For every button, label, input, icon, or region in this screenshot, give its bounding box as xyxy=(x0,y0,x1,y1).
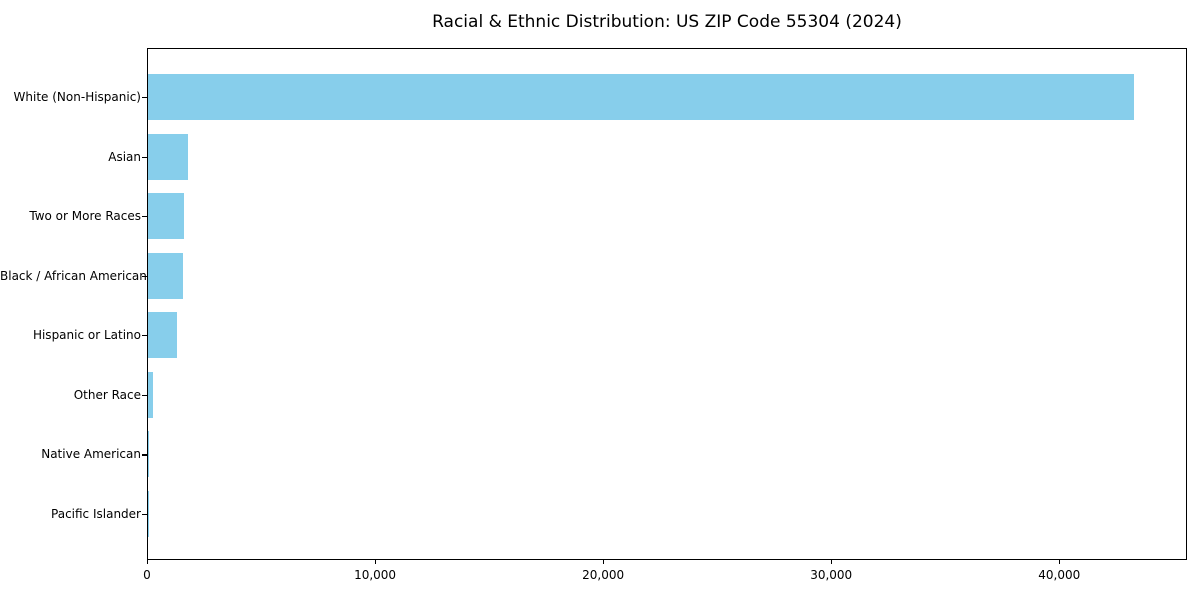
y-tick-mark xyxy=(142,275,147,277)
x-tick-mark xyxy=(147,560,149,564)
y-tick-mark xyxy=(142,454,147,456)
x-tick-mark xyxy=(831,560,833,564)
y-tick-mark xyxy=(142,156,147,158)
bar xyxy=(148,74,1134,120)
y-tick-mark xyxy=(142,335,147,337)
y-axis-label: Two or More Races xyxy=(29,209,141,224)
y-axis-label: Black / African American xyxy=(0,268,147,283)
y-axis-label: Hispanic or Latino xyxy=(32,328,141,343)
bar xyxy=(148,252,184,299)
x-tick-label: 30,000 xyxy=(810,568,853,582)
x-tick-label: 10,000 xyxy=(354,568,397,582)
y-axis-label: Other Race xyxy=(73,387,141,402)
bar xyxy=(148,371,153,418)
plot-area xyxy=(147,48,1187,560)
bar xyxy=(148,193,185,240)
x-tick-label: 20,000 xyxy=(582,568,625,582)
y-tick-mark xyxy=(142,97,147,99)
y-axis-label: Asian xyxy=(108,149,141,164)
y-axis-label: White (Non-Hispanic) xyxy=(13,90,141,104)
x-tick-mark xyxy=(603,560,605,564)
bar xyxy=(148,431,150,478)
bar xyxy=(148,312,177,359)
y-axis-label: Pacific Islander xyxy=(51,506,141,521)
x-tick-mark xyxy=(375,560,377,564)
y-tick-mark xyxy=(142,216,147,218)
x-tick-mark xyxy=(1059,560,1061,564)
y-axis-label: Native American xyxy=(41,447,141,462)
bar xyxy=(148,133,188,180)
y-tick-mark xyxy=(142,513,147,516)
chart-title: Racial & Ethnic Distribution: US ZIP Cod… xyxy=(432,12,902,32)
x-tick-label: 0 xyxy=(143,568,151,582)
y-tick-mark xyxy=(142,394,147,397)
x-tick-label: 40,000 xyxy=(1038,568,1081,582)
